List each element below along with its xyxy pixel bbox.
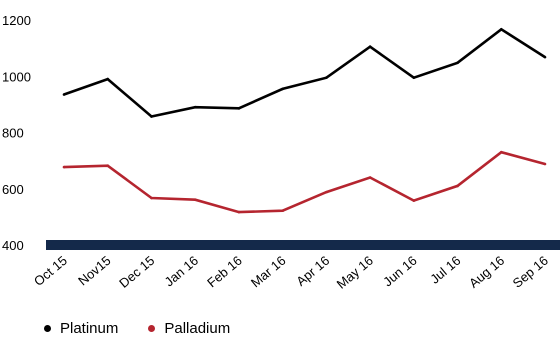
data-point-palladium: [456, 184, 459, 188]
x-tick-label: Nov15: [75, 253, 113, 289]
legend-label-platinum: Platinum: [60, 320, 119, 337]
x-tick-label: Apr 16: [293, 253, 332, 289]
y-tick-label: 400: [2, 238, 24, 253]
series-line-palladium: [63, 150, 546, 214]
data-point-platinum: [193, 105, 197, 109]
x-tick-label: Aug 16: [466, 253, 507, 291]
legend: Platinum Palladium: [44, 320, 260, 337]
x-tick-label: Dec 15: [116, 253, 157, 291]
x-tick-label: Oct 15: [31, 253, 70, 289]
data-point-platinum: [281, 87, 284, 91]
y-tick-label: 1000: [2, 69, 31, 84]
series-line-platinum: [63, 27, 546, 118]
legend-label-palladium: Palladium: [164, 320, 231, 337]
legend-marker-palladium: [148, 325, 156, 332]
data-point-palladium: [106, 164, 110, 167]
data-point-platinum: [368, 45, 372, 49]
x-axis-tick-labels: Oct 15 Nov15 Dec 15 Jan 16 Feb 16 Mar 16 Apr 1…: [31, 253, 551, 292]
data-point-platinum: [150, 115, 153, 118]
legend-marker-platinum: [44, 325, 51, 332]
y-tick-label: 600: [2, 182, 24, 197]
data-point-palladium: [499, 150, 503, 154]
x-tick-label: Mar 16: [248, 253, 289, 291]
data-point-palladium: [281, 209, 284, 212]
x-axis-baseline-bar: [46, 240, 560, 250]
data-point-platinum: [543, 55, 547, 59]
x-tick-label: Jan 16: [162, 253, 202, 290]
data-point-palladium: [193, 198, 197, 202]
data-point-platinum: [237, 107, 241, 110]
data-point-platinum: [62, 93, 66, 96]
y-tick-label: 1200: [2, 13, 31, 28]
x-tick-label: May 16: [334, 253, 376, 292]
data-point-platinum: [456, 61, 459, 65]
data-point-palladium: [62, 165, 66, 169]
x-tick-label: Jul 16: [427, 253, 463, 287]
x-tick-label: Feb 16: [204, 253, 245, 291]
data-point-palladium: [412, 199, 416, 202]
y-axis-tick-labels: 400 600 800 1000 1200: [2, 13, 31, 253]
data-point-platinum: [106, 77, 110, 81]
legend-item-platinum: Platinum: [44, 320, 118, 337]
x-tick-label: Sep 16: [510, 253, 551, 291]
data-point-palladium: [237, 210, 241, 214]
x-tick-label: Jun 16: [380, 253, 420, 290]
data-point-platinum: [499, 27, 503, 31]
y-tick-label: 800: [2, 126, 24, 141]
data-point-platinum: [325, 76, 328, 79]
data-point-palladium: [150, 196, 153, 200]
data-point-palladium: [325, 190, 328, 194]
data-point-palladium: [543, 162, 547, 166]
data-point-platinum: [412, 76, 416, 79]
legend-item-palladium: Palladium: [148, 320, 230, 337]
data-point-palladium: [368, 176, 372, 179]
series-lines: [62, 27, 547, 214]
